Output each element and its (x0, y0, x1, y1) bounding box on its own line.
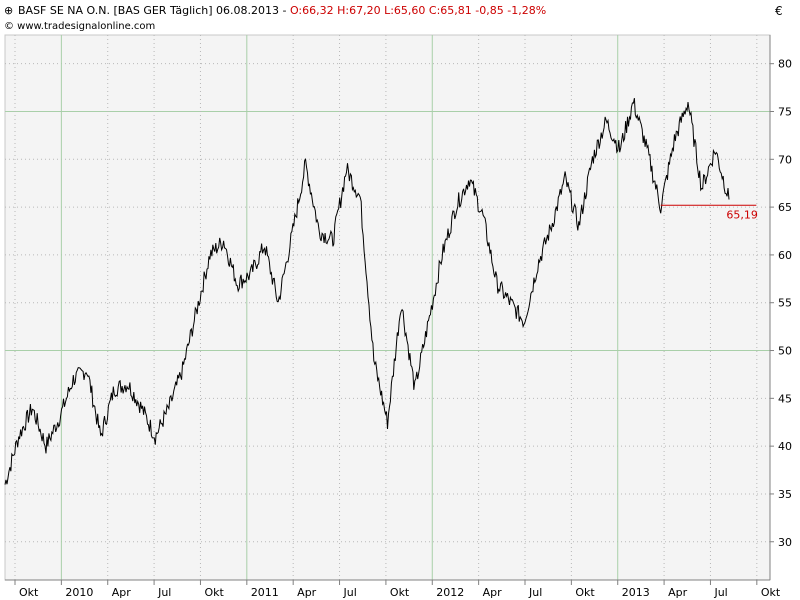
support-line-label: 65,19 (726, 208, 758, 221)
y-tick-label: 70 (778, 153, 792, 166)
x-tick-label: Okt (19, 586, 39, 599)
x-tick-label: Apr (112, 586, 132, 599)
title-values: O:66,32 H:67,20 L:65,60 C:65,81 -0,85 -1… (290, 4, 546, 17)
price-line (4, 98, 730, 485)
price-series-path (4, 98, 730, 485)
x-tick-label: Jul (713, 586, 727, 599)
currency-label: € (775, 4, 783, 18)
y-tick-label: 60 (778, 249, 792, 262)
x-tick-label: 2010 (65, 586, 93, 599)
y-tick-label: 35 (778, 488, 792, 501)
y-tick-label: 50 (778, 345, 792, 358)
title-main: BASF SE NA O.N. [BAS GER Täglich] 06.08.… (18, 4, 290, 17)
x-tick-label: Jul (343, 586, 357, 599)
x-tick-label: Apr (297, 586, 317, 599)
x-tick-label: 2013 (622, 586, 650, 599)
y-tick-label: 40 (778, 440, 792, 453)
x-tick-label: Okt (204, 586, 224, 599)
x-tick-label: 2012 (436, 586, 464, 599)
pin-icon[interactable]: ⊕ (4, 4, 13, 17)
x-tick-label: Jul (157, 586, 171, 599)
x-tick-label: Jul (528, 586, 542, 599)
y-axis-labels: 30 35 40 45 50 55 60 65 70 75 80 (770, 58, 792, 549)
y-tick-label: 45 (778, 392, 792, 405)
y-tick-label: 55 (778, 297, 792, 310)
y-tick-label: 65 (778, 201, 792, 214)
grid (5, 35, 770, 580)
chart-title: BASF SE NA O.N. [BAS GER Täglich] 06.08.… (18, 4, 546, 17)
x-tick-label: Okt (390, 586, 410, 599)
x-tick-label: Apr (483, 586, 503, 599)
y-tick-label: 30 (778, 536, 792, 549)
x-axis-labels: Okt 2010 Apr Jul Okt 2011 Apr Jul Okt 2012 Apr Jul O… (14, 580, 781, 599)
y-tick-label: 80 (778, 58, 792, 71)
reference-line-group: 65,19 (660, 204, 758, 221)
x-tick-label: Okt (575, 586, 595, 599)
x-tick-label: 2011 (251, 586, 279, 599)
x-tick-label: Okt (761, 586, 781, 599)
copyright-text: © www.tradesignalonline.com (4, 21, 155, 32)
y-tick-label: 75 (778, 105, 792, 118)
plot-area (4, 34, 771, 581)
x-tick-label: Apr (668, 586, 688, 599)
